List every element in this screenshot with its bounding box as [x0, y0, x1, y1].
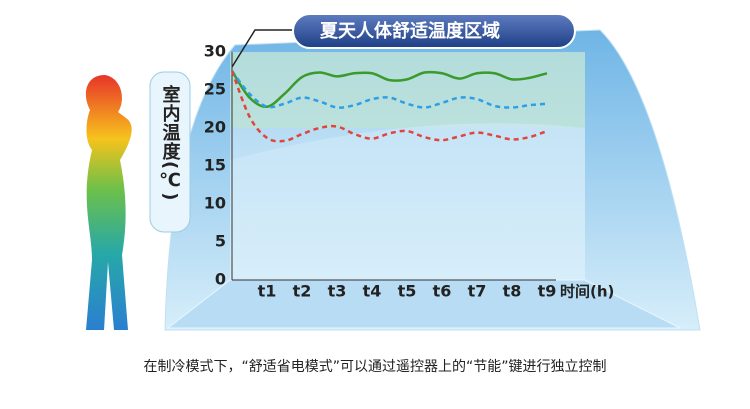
- x-tick-label: t3: [328, 282, 347, 301]
- y-tick-label: 10: [204, 194, 226, 213]
- x-tick-label: t8: [503, 282, 522, 301]
- x-tick-label: t4: [363, 282, 382, 301]
- y-tick-label: 15: [204, 156, 226, 175]
- caption: 在制冷模式下，“舒适省电模式”可以通过遥控器上的“节能”键进行独立控制: [143, 359, 606, 375]
- wall-shade: [230, 123, 585, 280]
- x-tick-label: t9: [538, 282, 557, 301]
- x-tick-label: t6: [433, 282, 452, 301]
- y-tick-label: 30: [204, 42, 226, 61]
- x-tick-label: t5: [398, 282, 417, 301]
- series-line: [230, 70, 548, 143]
- x-tick-label: t7: [468, 282, 487, 301]
- x-label: 时间(h): [560, 283, 614, 301]
- y-tick-label: 25: [204, 80, 226, 99]
- y-tick-label: 20: [204, 118, 226, 137]
- x-tick-label: t2: [293, 282, 312, 301]
- chart-title: 夏天人体舒适温度区域: [320, 20, 500, 42]
- comfort-zone: [230, 52, 585, 128]
- leader-line: [231, 29, 295, 68]
- y-tick-label: 0: [215, 270, 226, 289]
- y-label: 室内温度(℃): [159, 84, 180, 202]
- y-label-box: [149, 71, 191, 233]
- person: [85, 75, 132, 330]
- y-tick-label: 5: [215, 232, 226, 251]
- x-tick-label: t1: [258, 282, 277, 301]
- series-line: [230, 70, 548, 109]
- title-pill: [292, 13, 576, 49]
